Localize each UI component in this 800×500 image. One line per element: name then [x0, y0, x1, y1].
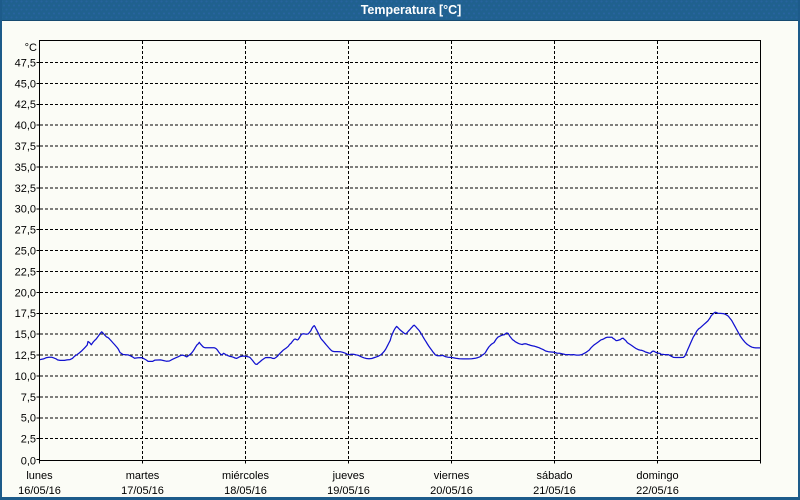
svg-text:21/05/16: 21/05/16	[533, 485, 576, 497]
svg-text:domingo: domingo	[636, 470, 678, 482]
svg-text:22/05/16: 22/05/16	[636, 485, 679, 497]
svg-text:42,5: 42,5	[15, 99, 36, 111]
svg-text:7,5: 7,5	[21, 392, 36, 404]
svg-text:17/05/16: 17/05/16	[121, 485, 164, 497]
svg-text:45,0: 45,0	[15, 78, 36, 90]
svg-text:viernes: viernes	[434, 470, 470, 482]
svg-text:25,0: 25,0	[15, 246, 36, 258]
svg-text:37,5: 37,5	[15, 141, 36, 153]
svg-text:12,5: 12,5	[15, 350, 36, 362]
svg-text:32,5: 32,5	[15, 183, 36, 195]
svg-text:20/05/16: 20/05/16	[430, 485, 473, 497]
svg-text:19/05/16: 19/05/16	[327, 485, 370, 497]
svg-text:miércoles: miércoles	[222, 470, 270, 482]
svg-text:22,5: 22,5	[15, 266, 36, 278]
svg-text:sábado: sábado	[536, 470, 572, 482]
svg-text:17,5: 17,5	[15, 308, 36, 320]
svg-text:5,0: 5,0	[21, 413, 36, 425]
svg-text:lunes: lunes	[26, 470, 53, 482]
svg-text:27,5: 27,5	[15, 225, 36, 237]
svg-text:°C: °C	[25, 42, 37, 54]
svg-text:47,5: 47,5	[15, 57, 36, 69]
svg-text:30,0: 30,0	[15, 204, 36, 216]
svg-text:16/05/16: 16/05/16	[18, 485, 61, 497]
svg-text:10,0: 10,0	[15, 371, 36, 383]
svg-text:20,0: 20,0	[15, 287, 36, 299]
svg-text:15,0: 15,0	[15, 329, 36, 341]
svg-text:jueves: jueves	[332, 470, 365, 482]
svg-text:40,0: 40,0	[15, 120, 36, 132]
svg-text:0,0: 0,0	[21, 455, 36, 467]
svg-text:2,5: 2,5	[21, 434, 36, 446]
svg-text:35,0: 35,0	[15, 162, 36, 174]
svg-text:martes: martes	[126, 470, 160, 482]
svg-text:18/05/16: 18/05/16	[224, 485, 267, 497]
